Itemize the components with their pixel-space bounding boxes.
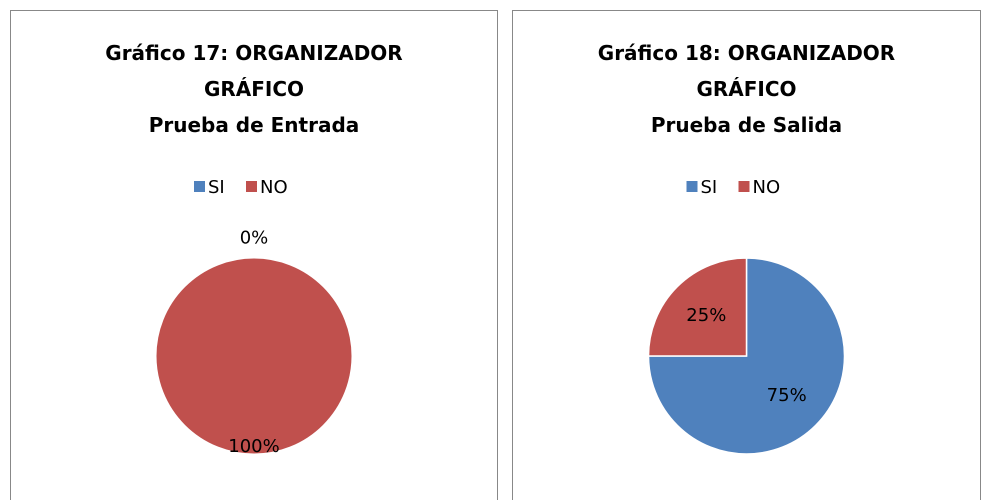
chart-panel: Gráfico 18: ORGANIZADOR GRÁFICO Prueba d… — [512, 10, 981, 500]
legend-swatch — [738, 181, 750, 192]
title-block: Gráfico 17: ORGANIZADOR GRÁFICO Prueba d… — [11, 35, 497, 143]
legend-label: SI — [208, 177, 225, 198]
data-label: 100% — [228, 436, 279, 457]
legend-label: NO — [753, 177, 781, 198]
pie-slice — [647, 257, 846, 455]
legend-label: SI — [701, 177, 718, 198]
title-block: Gráfico 18: ORGANIZADOR GRÁFICO Prueba d… — [513, 35, 980, 143]
legend-swatch — [246, 181, 257, 192]
chart-subtitle: Prueba de Entrada — [148, 113, 360, 137]
chart-panel: Gráfico 17: ORGANIZADOR GRÁFICO Prueba d… — [10, 10, 498, 500]
data-label: 0% — [240, 227, 269, 248]
chart: SI NO 0% 100% — [155, 177, 353, 457]
data-label: 25% — [686, 305, 726, 326]
legend-swatch — [194, 181, 205, 192]
chart: SI NO 75% 25% — [647, 177, 846, 455]
chart-title: Gráfico 18: ORGANIZADOR GRÁFICO — [597, 41, 896, 101]
pie-slice — [155, 257, 353, 455]
pie-slice — [647, 257, 748, 357]
chart-subtitle: Prueba de Salida — [650, 113, 843, 137]
chart-title: Gráfico 17: ORGANIZADOR GRÁFICO — [105, 41, 403, 101]
legend-label: NO — [260, 177, 288, 198]
data-label: 75% — [767, 385, 807, 406]
legend-swatch — [686, 181, 698, 192]
